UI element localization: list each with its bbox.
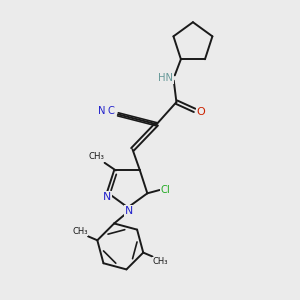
Text: C: C [108, 106, 115, 116]
Text: CH₃: CH₃ [89, 152, 105, 161]
Text: O: O [196, 107, 205, 117]
Text: N: N [98, 106, 105, 116]
Text: N: N [125, 206, 133, 216]
Text: CH₃: CH₃ [153, 257, 168, 266]
Text: HN: HN [158, 73, 173, 83]
Text: N: N [103, 192, 111, 202]
Text: Cl: Cl [160, 185, 170, 195]
Text: CH₃: CH₃ [72, 226, 88, 236]
